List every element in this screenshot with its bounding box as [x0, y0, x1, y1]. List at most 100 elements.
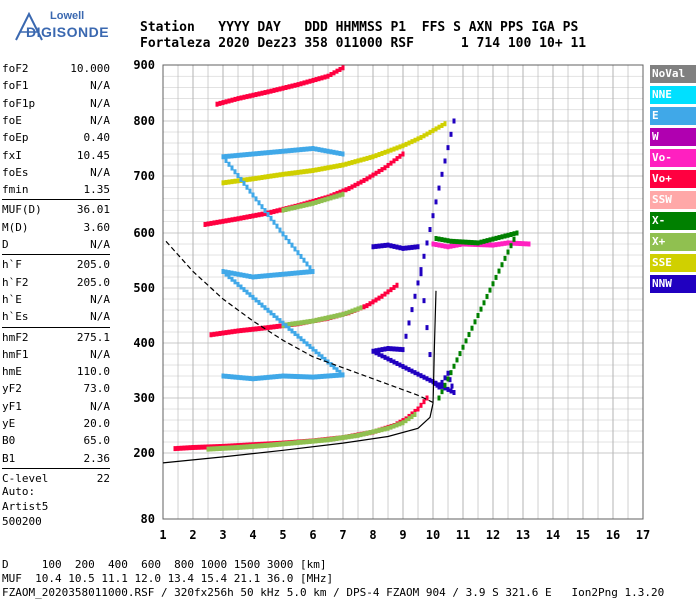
trace-point	[380, 243, 384, 249]
trace-point	[311, 200, 315, 206]
trace-point	[287, 148, 291, 154]
trace-point	[293, 82, 297, 88]
trace-point	[284, 148, 288, 154]
trace-point	[272, 149, 276, 155]
trace-point	[221, 100, 225, 106]
trace-point	[437, 395, 441, 401]
trace-point	[278, 86, 282, 92]
trace-point	[296, 82, 300, 88]
trace-point	[206, 221, 210, 227]
trace-point	[431, 241, 435, 247]
param-value: 0.40	[83, 131, 111, 145]
trace-point	[251, 274, 255, 280]
trace-point	[341, 435, 345, 441]
trace-point	[476, 313, 480, 318]
trace-point	[293, 270, 297, 276]
param-label: MUF(D)	[2, 203, 42, 217]
trace-point	[500, 241, 504, 247]
trace-point	[458, 239, 462, 245]
trace-point	[263, 150, 267, 156]
trace-point	[302, 269, 306, 275]
param-value: 3.60	[83, 220, 111, 234]
trace-point	[464, 338, 468, 344]
trace-point	[320, 437, 324, 443]
trace-point	[374, 170, 378, 176]
trace-point	[341, 191, 345, 197]
trace-point	[305, 261, 309, 267]
trace-point	[380, 427, 384, 433]
trace-point	[305, 269, 309, 275]
trace-point	[290, 83, 294, 89]
trace-point	[326, 165, 330, 171]
plot-border	[162, 64, 644, 520]
trace-point	[353, 433, 357, 439]
trace-point	[335, 435, 339, 441]
y-tick-label: 500	[133, 281, 155, 295]
trace-point	[410, 307, 414, 313]
trace-point	[407, 320, 411, 326]
trace-point	[245, 177, 249, 183]
trace-point	[368, 174, 372, 180]
trace-point	[335, 193, 339, 199]
trace-point	[314, 167, 318, 173]
trace-point	[437, 242, 441, 248]
trace-point	[419, 402, 423, 408]
trace-point	[332, 164, 336, 170]
trace-point	[227, 445, 231, 451]
trace-point	[251, 376, 255, 382]
trace-point	[233, 271, 237, 277]
trace-point	[497, 268, 501, 274]
trace-point	[233, 374, 237, 380]
trace-point	[359, 157, 363, 163]
trace-point	[470, 240, 474, 246]
trace-point	[443, 121, 447, 127]
trace-point	[272, 442, 276, 448]
header-line2: Fortaleza 2020 Dez23 358 011000 RSF 1 71…	[140, 36, 587, 51]
trace-point	[221, 180, 225, 186]
trace-point	[287, 271, 291, 277]
trace-point	[308, 78, 312, 84]
trace-point	[410, 368, 414, 374]
param-value: 10.45	[76, 148, 110, 162]
trace-point	[416, 406, 420, 412]
param-label: yE	[2, 417, 16, 430]
trace-point	[422, 298, 426, 304]
trace-point	[449, 243, 453, 249]
auto-program: Artist5	[2, 500, 49, 513]
trace-point	[251, 192, 255, 198]
trace-point	[308, 374, 312, 380]
trace-point	[344, 310, 348, 316]
param-row: yF2 73.0	[2, 380, 110, 397]
trace-point	[350, 184, 354, 190]
trace-point	[473, 240, 477, 246]
trace-point	[281, 85, 285, 91]
trace-point	[299, 81, 303, 87]
trace-point	[200, 444, 204, 450]
trace-point	[323, 315, 327, 321]
trace-point	[254, 443, 258, 449]
trace-point	[284, 207, 288, 213]
trace-point	[296, 169, 300, 175]
trace-point	[245, 444, 249, 450]
trace-point	[440, 171, 444, 177]
trace-point	[296, 333, 300, 339]
trace-point	[413, 370, 417, 376]
param-value: N/A	[90, 238, 110, 251]
trace-point	[305, 146, 309, 152]
y-tick-label: 800	[133, 114, 155, 128]
legend-item-x-: X-	[650, 212, 696, 230]
trace-point	[314, 374, 318, 380]
trace-point	[284, 373, 288, 379]
param-row: hmF2 275.1	[2, 329, 110, 346]
trace-point	[254, 326, 258, 332]
trace-point	[509, 243, 513, 249]
trace-point	[350, 160, 354, 166]
trace-point	[215, 101, 219, 107]
trace-point	[191, 445, 195, 450]
trace-point	[332, 373, 336, 379]
trace-point	[239, 284, 243, 290]
trace-point	[347, 160, 351, 166]
trace-point	[260, 443, 264, 449]
trace-point	[458, 242, 462, 248]
trace-point	[311, 346, 315, 352]
